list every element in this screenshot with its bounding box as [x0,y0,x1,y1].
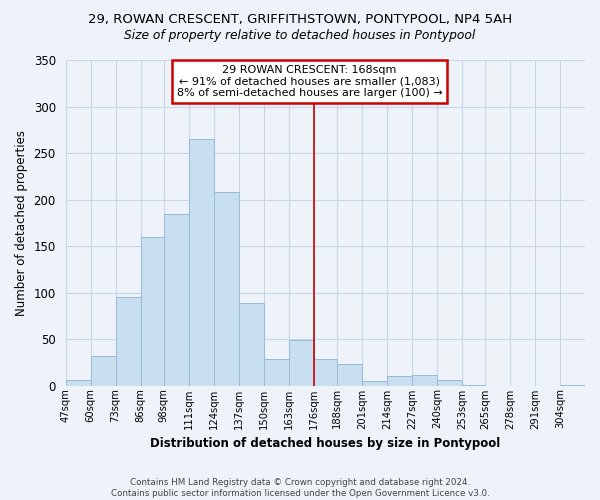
Bar [560,384,585,386]
Text: Contains HM Land Registry data © Crown copyright and database right 2024.
Contai: Contains HM Land Registry data © Crown c… [110,478,490,498]
Bar [239,302,263,386]
Bar [140,236,164,386]
Bar [362,381,387,386]
Bar [314,358,337,386]
Bar [462,384,485,386]
Bar [263,358,289,386]
Bar [65,380,91,386]
Bar [387,376,412,386]
Bar [214,192,239,386]
Bar [437,380,462,386]
Text: Size of property relative to detached houses in Pontypool: Size of property relative to detached ho… [124,29,476,42]
Text: 29 ROWAN CRESCENT: 168sqm  
← 91% of detached houses are smaller (1,083)
8% of s: 29 ROWAN CRESCENT: 168sqm ← 91% of detac… [177,65,443,98]
Bar [412,376,437,386]
Bar [91,356,116,386]
Text: 29, ROWAN CRESCENT, GRIFFITHSTOWN, PONTYPOOL, NP4 5AH: 29, ROWAN CRESCENT, GRIFFITHSTOWN, PONTY… [88,12,512,26]
Bar [337,364,362,386]
Bar [289,340,314,386]
Bar [164,214,188,386]
Bar [188,139,214,386]
Y-axis label: Number of detached properties: Number of detached properties [15,130,28,316]
Bar [116,297,140,386]
X-axis label: Distribution of detached houses by size in Pontypool: Distribution of detached houses by size … [150,437,500,450]
